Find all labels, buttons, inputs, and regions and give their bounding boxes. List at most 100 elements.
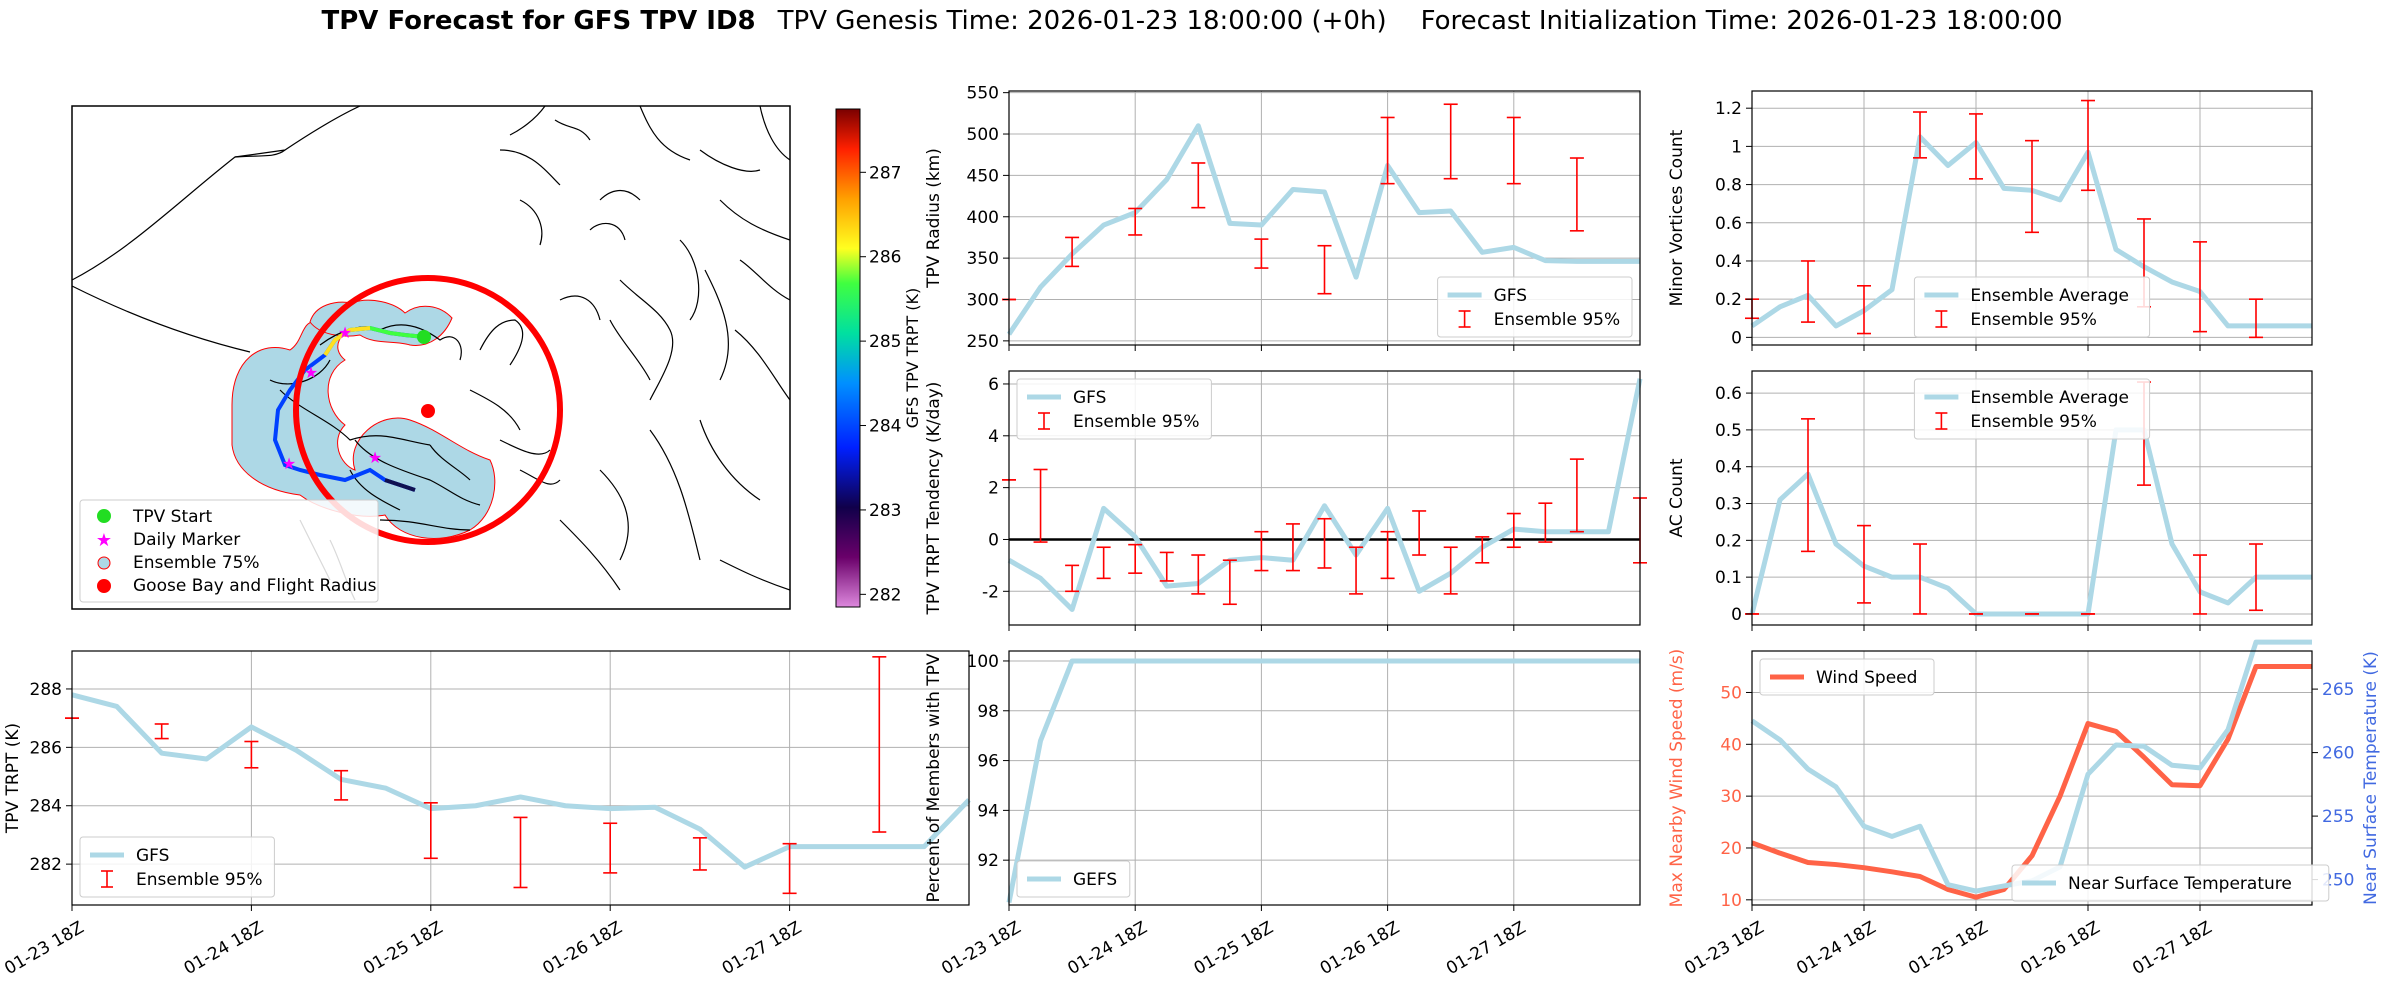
y-tick-label: 10 bbox=[1720, 891, 1742, 911]
errorbar bbox=[1128, 543, 1143, 574]
plot-frame bbox=[1008, 90, 1641, 346]
plot-frame bbox=[1751, 650, 2313, 906]
legend-daily-marker-icon: ★ bbox=[96, 530, 112, 551]
chart-tendency: -2 0 2 4 6 TPV TRPT Tendency (K/day) GFS Ensemb… bbox=[924, 370, 1647, 631]
y-tick-label: 0.5 bbox=[1715, 421, 1742, 441]
errorbar bbox=[1128, 207, 1143, 236]
legend-errorbar-swatch bbox=[1935, 412, 1948, 430]
y-tick-label: 0.3 bbox=[1715, 495, 1742, 515]
legend-label: Ensemble 75% bbox=[133, 553, 260, 573]
y-tick-label: 288 bbox=[30, 680, 62, 700]
errorbar bbox=[423, 802, 438, 860]
series-line bbox=[1749, 427, 2312, 617]
errorbar bbox=[1475, 536, 1490, 564]
y-tick-label: 550 bbox=[967, 84, 999, 104]
colorbar-tick-label: 282 bbox=[869, 585, 901, 605]
chart-legend: Ensemble Average Ensemble 95% bbox=[1913, 378, 2151, 440]
y-tick-label: 282 bbox=[30, 855, 62, 875]
chart-legend: Near Surface Temperature bbox=[2011, 864, 2330, 902]
goose-bay-flight-radius bbox=[293, 275, 563, 545]
daily-marker-star: ★ bbox=[304, 363, 318, 382]
y-axis-label: Max Nearby Wind Speed (m/s) bbox=[1667, 649, 1687, 908]
y-tick-label: 6 bbox=[988, 375, 999, 395]
legend-label: Near Surface Temperature bbox=[2068, 874, 2292, 894]
errorbar bbox=[1254, 238, 1269, 269]
x-tick-label: 01-26 18Z bbox=[2017, 918, 2103, 979]
errorbar bbox=[1801, 418, 1815, 553]
title-genesis-time: TPV Genesis Time: 2026-01-23 18:00:00 (+… bbox=[777, 6, 1387, 36]
errorbar bbox=[1969, 113, 1983, 180]
y-axis-label: Percent of Members with TPV bbox=[924, 653, 944, 902]
errorbar bbox=[1913, 111, 1927, 159]
y-tick-label: 0 bbox=[988, 530, 999, 550]
errorbar bbox=[2249, 543, 2263, 612]
series-line bbox=[71, 692, 971, 870]
x-tick-label: 01-26 18Z bbox=[1317, 918, 1403, 979]
x-tick-label: 01-24 18Z bbox=[1064, 918, 1150, 979]
chart-legend: Ensemble Average Ensemble 95% bbox=[1913, 276, 2151, 338]
legend-errorbar-swatch bbox=[1038, 412, 1050, 430]
legend-label: Ensemble Average bbox=[1970, 286, 2129, 306]
chart-legend: GFS Ensemble 95% bbox=[1016, 378, 1212, 440]
errorbar bbox=[1222, 559, 1237, 606]
series-line bbox=[1006, 658, 1640, 903]
legend-label: Ensemble 95% bbox=[136, 870, 263, 890]
y-tick-label: 1.2 bbox=[1715, 99, 1742, 119]
y-tick-label: 4 bbox=[988, 427, 999, 447]
x-tick-label: 01-25 18Z bbox=[1191, 918, 1277, 979]
y-tick-label: 96 bbox=[977, 752, 999, 772]
y2-tick-label: 260 bbox=[2322, 744, 2354, 764]
y2-tick-label: 255 bbox=[2322, 807, 2354, 827]
errorbar bbox=[1285, 523, 1300, 572]
daily-marker-star: ★ bbox=[368, 448, 382, 467]
y-tick-label: 0 bbox=[1731, 328, 1742, 348]
legend-tpv-start-icon bbox=[97, 509, 111, 523]
y-tick-label: 400 bbox=[967, 208, 999, 228]
y-tick-label: 0.4 bbox=[1715, 458, 1742, 478]
y-tick-label: 0 bbox=[1731, 605, 1742, 625]
x-tick-label: 01-27 18Z bbox=[1443, 918, 1529, 979]
errorbar bbox=[1857, 524, 1871, 604]
legend-errorbar-swatch bbox=[101, 870, 113, 888]
y-tick-label: 92 bbox=[977, 851, 999, 871]
y-tick-label: 98 bbox=[977, 702, 999, 722]
legend-errorbar-swatch bbox=[1935, 310, 1948, 328]
y-tick-label: 100 bbox=[967, 652, 999, 672]
errorbar bbox=[1317, 244, 1332, 295]
x-tick-label: 01-24 18Z bbox=[181, 918, 267, 979]
y-tick-label: 2 bbox=[988, 479, 999, 499]
series-line bbox=[1007, 378, 1643, 612]
y-tick-label: 0.6 bbox=[1715, 384, 1742, 404]
errorbar bbox=[334, 769, 349, 801]
errorbar bbox=[603, 822, 618, 874]
chart-legend: GFS Ensemble 95% bbox=[79, 836, 275, 898]
y-axis-label: AC Count bbox=[1667, 458, 1687, 537]
errorbar bbox=[1380, 530, 1395, 580]
errorbar bbox=[1159, 551, 1174, 582]
y-tick-label: 450 bbox=[967, 166, 999, 186]
legend-label: Ensemble 95% bbox=[1970, 310, 2097, 330]
y-tick-label: 286 bbox=[30, 738, 62, 758]
errorbar bbox=[1506, 512, 1521, 549]
colorbar-tick-label: 286 bbox=[869, 248, 901, 268]
map-panel: ★ ★ ★ ★ ★ TPV Start Daily Marker Ensembl… bbox=[71, 105, 922, 610]
legend-label: Daily Marker bbox=[133, 530, 240, 550]
x-tick-label: 01-27 18Z bbox=[2129, 918, 2215, 979]
series-line bbox=[1751, 664, 2312, 900]
legend-label: GFS bbox=[1073, 388, 1106, 408]
chart-legend: GFS Ensemble 95% bbox=[1437, 276, 1633, 338]
plot-frame bbox=[1008, 650, 1641, 906]
chart-legend: GEFS bbox=[1016, 860, 1131, 898]
legend-goose-bay-icon bbox=[97, 579, 111, 593]
coastlines bbox=[72, 106, 790, 601]
y-tick-label: 50 bbox=[1720, 683, 1742, 703]
colorbar-tick-label: 284 bbox=[869, 417, 901, 437]
colorbar-label: GFS TPV TRPT (K) bbox=[903, 288, 922, 428]
x-tick-label: 01-23 18Z bbox=[1681, 918, 1767, 979]
y-tick-label: 94 bbox=[977, 801, 999, 821]
x-tick-label: 01-27 18Z bbox=[719, 918, 805, 979]
y-tick-label: 40 bbox=[1720, 735, 1742, 755]
tpv-start-marker bbox=[417, 330, 431, 344]
series-line bbox=[1006, 123, 1640, 336]
errorbar bbox=[1065, 564, 1080, 593]
